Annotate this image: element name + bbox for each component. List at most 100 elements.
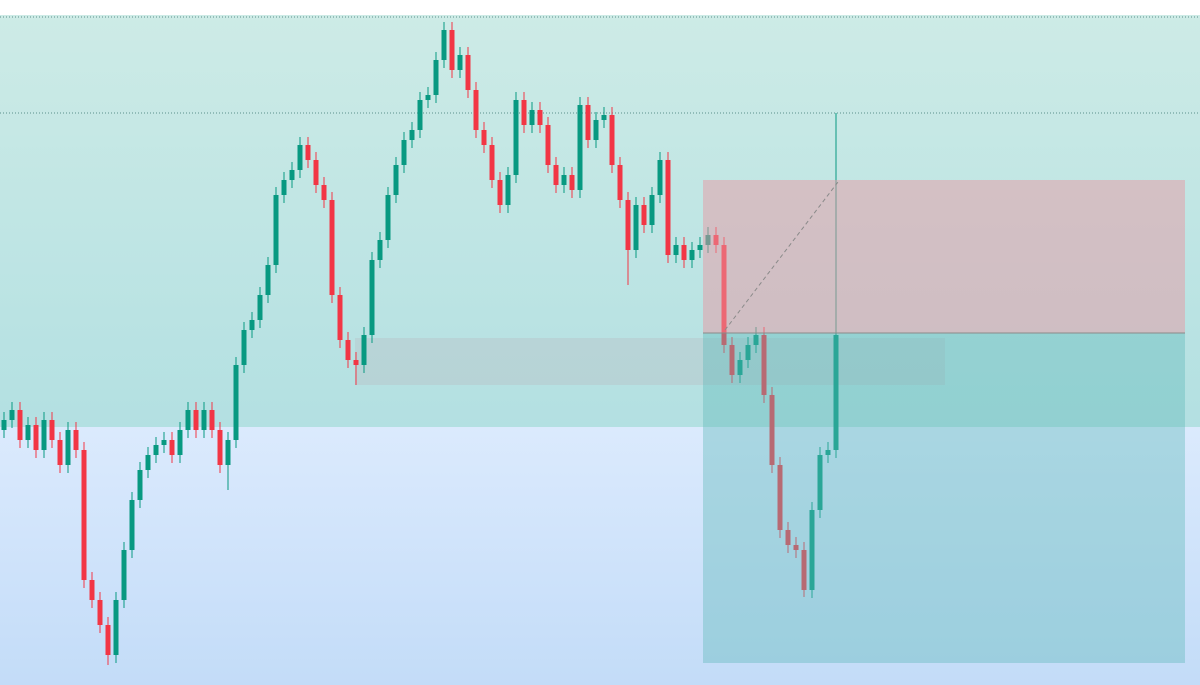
candle-body: [497, 180, 503, 205]
candle-body: [33, 425, 39, 450]
candle-body: [553, 165, 559, 185]
candle-body: [521, 100, 527, 125]
candle-body: [673, 245, 679, 255]
candle-body: [41, 420, 47, 450]
candle-body: [577, 105, 583, 190]
candle-body: [665, 160, 671, 255]
candle-body: [1, 420, 7, 430]
candle-body: [817, 455, 823, 510]
candle-body: [761, 335, 767, 395]
candle-body: [777, 465, 783, 530]
candle-body: [25, 425, 31, 440]
candle-body: [345, 340, 351, 360]
candle-body: [369, 260, 375, 335]
candle-body: [377, 240, 383, 260]
candle-body: [481, 130, 487, 145]
candle-body: [233, 365, 239, 440]
candle-body: [425, 95, 431, 100]
candle-body: [657, 160, 663, 195]
candle-body: [105, 625, 111, 655]
candle-body: [825, 450, 831, 455]
candle-body: [641, 205, 647, 225]
candle-body: [265, 265, 271, 295]
candle-body: [609, 115, 615, 165]
candle-body: [97, 600, 103, 625]
candle-body: [833, 335, 839, 450]
candle-body: [361, 335, 367, 365]
candle-body: [801, 550, 807, 590]
candle-body: [417, 100, 423, 130]
candle-body: [193, 410, 199, 430]
stop-zone: [703, 180, 1185, 333]
candle-body: [305, 145, 311, 160]
target-zone: [703, 333, 1185, 663]
candle-body: [73, 430, 79, 450]
candle-body: [337, 295, 343, 340]
candle-body: [785, 530, 791, 545]
candles: [1, 22, 839, 665]
range-box: [355, 338, 945, 385]
candle-body: [633, 205, 639, 250]
candle-body: [561, 175, 567, 185]
candle-body: [49, 420, 55, 440]
candle-body: [513, 100, 519, 175]
candle-body: [385, 195, 391, 240]
candle-body: [593, 120, 599, 140]
candle-body: [569, 175, 575, 190]
candle-body: [273, 195, 279, 265]
candle-body: [585, 105, 591, 140]
candle-body: [217, 430, 223, 465]
candle-body: [201, 410, 207, 430]
candle-body: [209, 410, 215, 430]
candle-body: [457, 55, 463, 70]
candle-body: [113, 600, 119, 655]
candle-body: [297, 145, 303, 170]
candle-body: [809, 510, 815, 590]
candle-body: [625, 200, 631, 250]
candle-body: [393, 165, 399, 195]
candle-body: [697, 245, 703, 250]
candle-body: [449, 30, 455, 70]
candle-body: [649, 195, 655, 225]
candle-body: [681, 245, 687, 260]
candle-body: [489, 145, 495, 180]
candle-body: [225, 440, 231, 465]
candle-body: [321, 185, 327, 200]
candle-body: [169, 440, 175, 455]
candle-body: [745, 345, 751, 360]
candle-body: [505, 175, 511, 205]
zone-lower: [0, 427, 1200, 685]
candle-body: [57, 440, 63, 465]
candle-body: [89, 580, 95, 600]
candle-body: [729, 345, 735, 375]
candle-body: [129, 500, 135, 550]
candle-body: [441, 30, 447, 60]
candle-body: [81, 450, 87, 580]
candle-body: [753, 335, 759, 345]
candle-body: [313, 160, 319, 185]
candle-body: [465, 55, 471, 90]
candle-body: [281, 180, 287, 195]
candle-body: [329, 200, 335, 295]
candle-body: [769, 395, 775, 465]
candle-body: [737, 360, 743, 375]
candle-body: [9, 410, 15, 420]
candle-body: [689, 250, 695, 260]
candle-body: [161, 440, 167, 445]
candle-body: [17, 410, 23, 440]
candle-body: [137, 470, 143, 500]
candle-body: [409, 130, 415, 140]
candle-body: [289, 170, 295, 180]
candle-body: [153, 445, 159, 455]
candle-body: [401, 140, 407, 165]
candle-body: [545, 125, 551, 165]
candle-body: [473, 90, 479, 130]
candle-body: [249, 320, 255, 330]
candle-body: [241, 330, 247, 365]
candle-body: [145, 455, 151, 470]
candle-body: [537, 110, 543, 125]
candle-body: [257, 295, 263, 320]
candle-body: [529, 110, 535, 125]
candle-body: [65, 430, 71, 465]
